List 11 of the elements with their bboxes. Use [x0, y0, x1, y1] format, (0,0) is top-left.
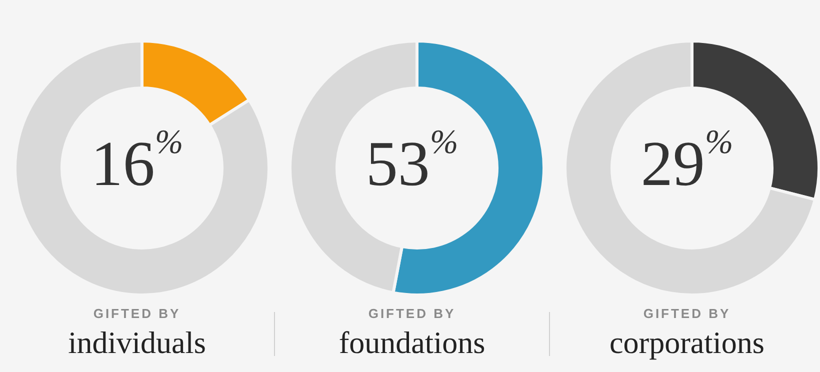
text: GIFTED BY — [367, 306, 457, 321]
text: corporations — [608, 325, 766, 361]
donut-slice — [564, 40, 817, 296]
text: individuals — [67, 325, 207, 361]
text: 29$^{%}$ — [640, 124, 734, 198]
text: 16$^{%}$ — [90, 124, 184, 198]
text: foundations — [338, 325, 486, 361]
text: GIFTED BY — [92, 306, 182, 321]
donut-slice — [14, 40, 270, 296]
text: GIFTED BY — [642, 306, 732, 321]
text: 53$^{%}$ — [366, 124, 458, 198]
